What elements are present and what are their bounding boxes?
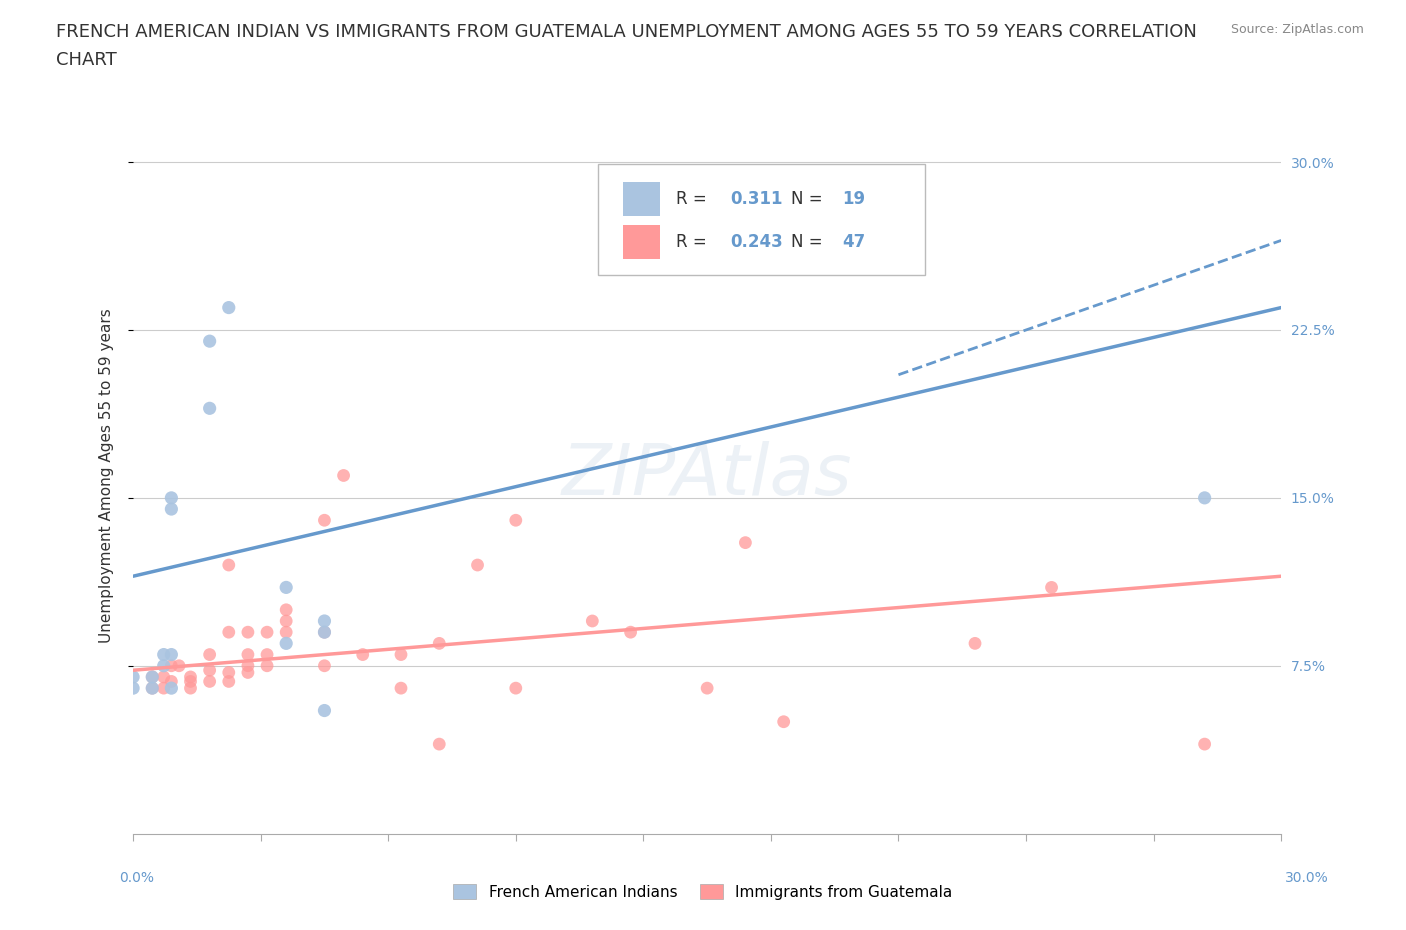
Point: [314, 658, 336, 673]
Point: [198, 674, 221, 689]
Point: [160, 501, 183, 516]
Point: [1040, 580, 1063, 595]
Text: 0.311: 0.311: [730, 190, 783, 208]
Point: [314, 703, 336, 718]
Point: [620, 625, 643, 640]
Text: 0.243: 0.243: [730, 232, 783, 251]
Point: [141, 681, 163, 696]
Point: [236, 658, 259, 673]
Text: 30.0%: 30.0%: [1285, 870, 1329, 884]
Point: [314, 625, 336, 640]
Point: [198, 334, 221, 349]
Text: N =: N =: [792, 190, 828, 208]
Text: R =: R =: [676, 190, 711, 208]
Point: [332, 468, 354, 483]
Text: 0.0%: 0.0%: [120, 870, 155, 884]
Point: [141, 670, 163, 684]
Point: [696, 681, 718, 696]
Point: [734, 535, 756, 550]
Point: [218, 674, 240, 689]
Point: [1194, 737, 1216, 751]
Point: [160, 681, 183, 696]
Point: [505, 512, 527, 527]
Point: [152, 658, 174, 673]
Text: N =: N =: [792, 232, 828, 251]
Point: [276, 614, 298, 629]
Text: R =: R =: [676, 232, 711, 251]
Text: 19: 19: [842, 190, 866, 208]
Point: [236, 665, 259, 680]
Point: [179, 681, 201, 696]
Point: [167, 658, 190, 673]
Point: [236, 647, 259, 662]
Point: [160, 647, 183, 662]
Point: [198, 647, 221, 662]
Point: [276, 603, 298, 618]
Point: [122, 681, 145, 696]
Point: [179, 670, 201, 684]
Text: FRENCH AMERICAN INDIAN VS IMMIGRANTS FROM GUATEMALA UNEMPLOYMENT AMONG AGES 55 T: FRENCH AMERICAN INDIAN VS IMMIGRANTS FRO…: [56, 23, 1197, 41]
Bar: [623, 181, 659, 216]
Legend: French American Indians, Immigrants from Guatemala: French American Indians, Immigrants from…: [447, 877, 959, 906]
Point: [160, 674, 183, 689]
Text: 47: 47: [842, 232, 866, 251]
Point: [256, 647, 278, 662]
Text: CHART: CHART: [56, 51, 117, 69]
Point: [772, 714, 794, 729]
Point: [198, 401, 221, 416]
Point: [427, 737, 450, 751]
Point: [141, 670, 163, 684]
Point: [141, 681, 163, 696]
Point: [276, 636, 298, 651]
Point: [256, 625, 278, 640]
Y-axis label: Unemployment Among Ages 55 to 59 years: Unemployment Among Ages 55 to 59 years: [100, 308, 114, 643]
Point: [152, 681, 174, 696]
Point: [427, 636, 450, 651]
Bar: [623, 225, 659, 259]
Point: [198, 663, 221, 678]
Point: [467, 558, 489, 573]
Point: [352, 647, 374, 662]
Point: [160, 490, 183, 505]
Text: ZIPAtlas: ZIPAtlas: [562, 441, 852, 510]
Point: [160, 658, 183, 673]
Point: [152, 647, 174, 662]
Point: [276, 580, 298, 595]
Point: [152, 670, 174, 684]
Point: [218, 300, 240, 315]
Point: [314, 512, 336, 527]
Point: [1194, 490, 1216, 505]
Point: [389, 681, 412, 696]
FancyBboxPatch shape: [598, 164, 925, 275]
Point: [963, 636, 986, 651]
Point: [505, 681, 527, 696]
Point: [218, 665, 240, 680]
Point: [236, 625, 259, 640]
Point: [314, 625, 336, 640]
Point: [179, 674, 201, 689]
Point: [218, 625, 240, 640]
Text: Source: ZipAtlas.com: Source: ZipAtlas.com: [1230, 23, 1364, 36]
Point: [218, 558, 240, 573]
Point: [314, 614, 336, 629]
Point: [581, 614, 603, 629]
Point: [389, 647, 412, 662]
Point: [256, 658, 278, 673]
Point: [122, 670, 145, 684]
Point: [276, 625, 298, 640]
